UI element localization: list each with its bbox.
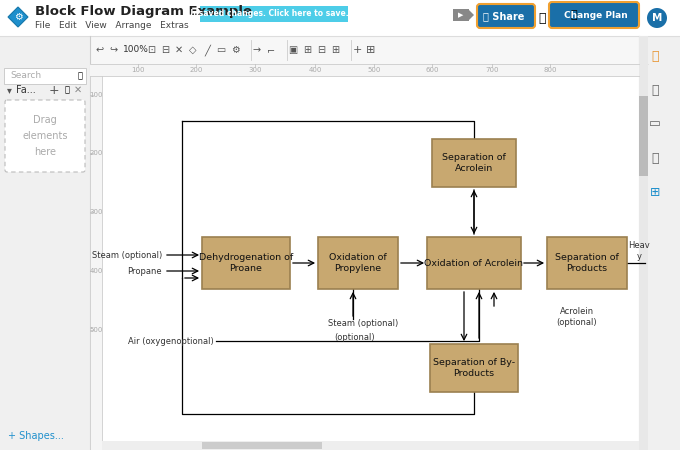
Text: ↪: ↪ <box>109 45 117 55</box>
Text: ⊟: ⊟ <box>161 45 169 55</box>
Text: 200: 200 <box>189 67 203 73</box>
FancyBboxPatch shape <box>5 100 85 172</box>
Text: ▶: ▶ <box>458 12 464 18</box>
Bar <box>102 441 639 450</box>
FancyBboxPatch shape <box>430 344 518 392</box>
Text: ✕: ✕ <box>74 85 82 95</box>
Text: 🎨: 🎨 <box>571 10 577 20</box>
Circle shape <box>647 8 667 28</box>
Text: 500: 500 <box>89 327 103 333</box>
Text: ⊡: ⊡ <box>147 45 155 55</box>
Text: 700: 700 <box>486 67 498 73</box>
Text: 100: 100 <box>131 67 145 73</box>
Text: + Shapes...: + Shapes... <box>8 431 64 441</box>
Text: Heav
y: Heav y <box>628 241 650 261</box>
Text: Steam (optional): Steam (optional) <box>92 251 162 260</box>
Text: 600: 600 <box>425 67 439 73</box>
Bar <box>90 36 639 64</box>
Text: Propane: Propane <box>127 266 162 275</box>
Text: File   Edit   View   Arrange   Extras: File Edit View Arrange Extras <box>35 21 188 30</box>
Bar <box>453 9 469 21</box>
Polygon shape <box>469 10 474 20</box>
Text: Oxidation of
Propylene: Oxidation of Propylene <box>329 253 387 273</box>
Text: ⊞: ⊞ <box>367 45 375 55</box>
FancyBboxPatch shape <box>200 6 348 22</box>
Text: 200: 200 <box>89 150 103 156</box>
Polygon shape <box>8 7 28 27</box>
Text: Unsaved changes. Click here to save.  ⬇: Unsaved changes. Click here to save. ⬇ <box>188 9 360 18</box>
Text: 300: 300 <box>248 67 262 73</box>
Text: ✕: ✕ <box>175 45 183 55</box>
Text: ▭: ▭ <box>649 117 661 130</box>
Bar <box>639 36 680 450</box>
Text: M: M <box>652 13 662 23</box>
Text: Search: Search <box>10 72 41 81</box>
Text: ⚙: ⚙ <box>14 12 22 22</box>
Text: 500: 500 <box>367 67 381 73</box>
Text: ⊞: ⊞ <box>650 185 660 198</box>
Text: Steam (optional): Steam (optional) <box>328 319 398 328</box>
Text: Change Plan: Change Plan <box>564 10 628 19</box>
Text: ◇: ◇ <box>189 45 197 55</box>
Text: 🔍: 🔍 <box>651 84 659 96</box>
Bar <box>4 68 86 84</box>
Text: Oxidation of Acrolein: Oxidation of Acrolein <box>424 258 524 267</box>
Bar <box>0 36 90 450</box>
Text: Separation of By-
Products: Separation of By- Products <box>433 358 515 378</box>
Text: ▣: ▣ <box>288 45 298 55</box>
Text: ⊞: ⊞ <box>331 45 339 55</box>
Text: Acrolein
(optional): Acrolein (optional) <box>557 307 597 327</box>
Text: 800: 800 <box>543 67 557 73</box>
Text: +: + <box>352 45 362 55</box>
Text: 👥 Share: 👥 Share <box>483 11 525 21</box>
Text: 🔍: 🔍 <box>78 72 82 81</box>
Bar <box>639 96 648 176</box>
Text: (optional): (optional) <box>335 333 375 342</box>
Text: 100: 100 <box>89 92 103 98</box>
Text: Separation of
Acrolein: Separation of Acrolein <box>442 153 506 173</box>
Text: ⊟: ⊟ <box>317 45 325 55</box>
Text: Block Flow Diagram Example: Block Flow Diagram Example <box>35 4 252 18</box>
FancyBboxPatch shape <box>549 2 639 28</box>
Text: 100%: 100% <box>123 45 149 54</box>
Text: ╱: ╱ <box>204 44 210 56</box>
Text: 300: 300 <box>89 209 103 215</box>
Bar <box>202 442 322 449</box>
Bar <box>102 76 639 450</box>
Text: ⚙: ⚙ <box>231 45 239 55</box>
Bar <box>200 6 348 22</box>
Text: 🔗: 🔗 <box>65 86 69 94</box>
Text: ⊞: ⊞ <box>303 45 311 55</box>
FancyBboxPatch shape <box>202 237 290 289</box>
Text: 🏷: 🏷 <box>651 50 659 63</box>
FancyBboxPatch shape <box>427 237 521 289</box>
FancyBboxPatch shape <box>547 237 627 289</box>
Bar <box>639 36 648 450</box>
Text: 🔔: 🔔 <box>539 12 546 24</box>
Text: Drag
elements
here: Drag elements here <box>22 115 68 158</box>
Text: ↩: ↩ <box>95 45 103 55</box>
FancyBboxPatch shape <box>318 237 398 289</box>
Bar <box>90 64 639 76</box>
Bar <box>90 76 102 450</box>
Text: 🎨: 🎨 <box>651 152 659 165</box>
Text: Air (oxygenoptional): Air (oxygenoptional) <box>129 337 214 346</box>
Text: ▭: ▭ <box>216 45 226 55</box>
Text: Separation of
Products: Separation of Products <box>555 253 619 273</box>
Text: →: → <box>253 45 261 55</box>
Text: Dehydrogenation of
Proane: Dehydrogenation of Proane <box>199 253 293 273</box>
FancyBboxPatch shape <box>432 139 516 187</box>
FancyBboxPatch shape <box>477 4 535 28</box>
Text: ⌐: ⌐ <box>267 45 275 55</box>
Text: 400: 400 <box>308 67 322 73</box>
Text: Fa...: Fa... <box>16 85 36 95</box>
Bar <box>0 0 680 36</box>
Text: +: + <box>49 84 59 96</box>
Text: 400: 400 <box>89 268 103 274</box>
Text: ▾: ▾ <box>7 85 12 95</box>
